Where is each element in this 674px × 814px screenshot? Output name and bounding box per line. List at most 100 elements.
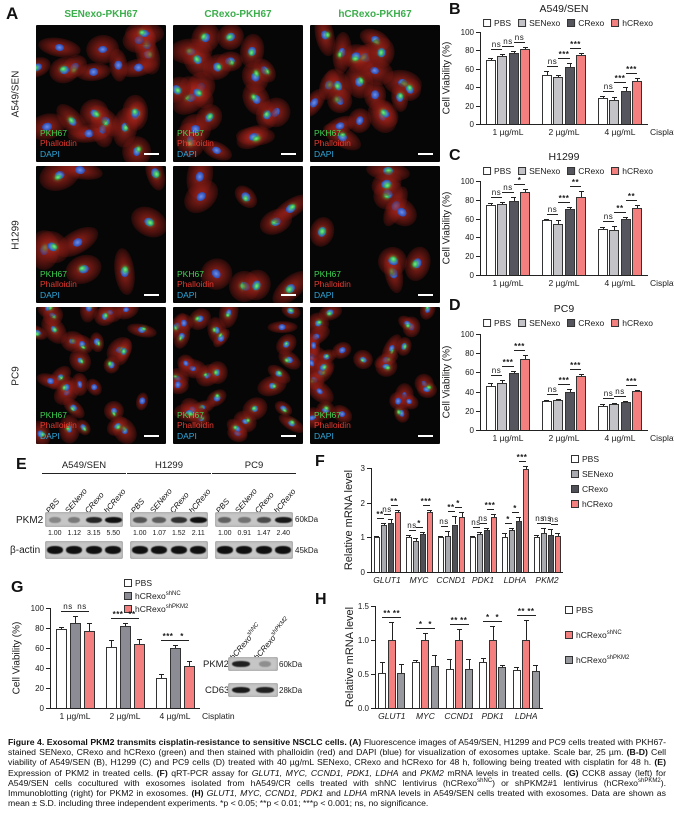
x-axis-suffix: Cisplatin <box>650 433 674 443</box>
legend-item: hCRexo shPKM2 <box>565 655 629 665</box>
sig-line <box>550 524 558 526</box>
legend-item: SENexo <box>518 18 560 28</box>
error-bar-line <box>468 659 470 670</box>
stain-label: PKH67 <box>314 268 341 279</box>
legend-label: hCRexo shNC <box>135 591 181 601</box>
stain-label: Phalloidin <box>314 420 351 430</box>
sig-label: *** <box>558 375 570 385</box>
error-bar-cap <box>456 629 462 631</box>
x-tick-label: 2 µg/mL <box>109 711 141 721</box>
y-tick-mark <box>476 334 480 335</box>
x-tick-label: 4 µg/mL <box>604 127 636 137</box>
error-bar-cap <box>555 75 561 77</box>
blot-group-title: H1299 <box>155 460 183 471</box>
y-tick-label: 2 <box>360 498 365 508</box>
sig-label: ** <box>527 606 535 616</box>
sig-label: ** <box>627 192 636 202</box>
sig-line <box>558 58 570 60</box>
bar <box>553 77 564 124</box>
caption-run: (G) <box>565 767 582 778</box>
error-bar-cap <box>452 515 457 517</box>
stain-label: PKH67 <box>314 409 341 420</box>
cell-blob <box>93 307 116 327</box>
bar <box>387 640 396 708</box>
pkm2-band <box>152 516 167 523</box>
x-axis-line <box>480 430 648 431</box>
pkm2-quant-value: 2.11 <box>191 530 205 537</box>
caption-run: CCK8 assay (left) for A549/SEN cells coc… <box>8 767 666 788</box>
pkm2-quant-value: 1.12 <box>67 530 82 537</box>
legend-swatch <box>567 167 576 175</box>
y-tick-mark <box>46 668 50 669</box>
legend-swatch <box>518 319 527 327</box>
error-bar-line <box>447 531 449 536</box>
actin-band <box>255 546 272 554</box>
bar <box>597 228 608 275</box>
sig-label: *** <box>614 74 626 84</box>
error-bar-line <box>614 97 616 101</box>
exosome-band <box>232 661 250 667</box>
blot-group-title-rule <box>127 473 211 474</box>
sig-label: ns <box>547 204 558 214</box>
y-tick-label: 40 <box>465 83 474 93</box>
micrograph-column-header: CRexo-PKH67 <box>204 9 272 20</box>
panel-f-letter: F <box>315 453 325 470</box>
error-bar-line <box>550 529 552 535</box>
micrograph-row-label: H1299 <box>10 219 22 250</box>
y-tick-label: 1.5 <box>357 602 369 611</box>
error-bar-line <box>490 382 492 386</box>
cell-blob <box>122 94 149 132</box>
legend-swatch <box>518 19 527 27</box>
pkm2-band <box>189 516 207 523</box>
error-bar-cap <box>499 380 505 382</box>
sig-label: *** <box>420 496 432 506</box>
actin-band <box>170 546 187 554</box>
stain-labels: PKH67 Phalloidin DAPI <box>314 410 351 442</box>
error-bar-line <box>449 659 451 669</box>
error-bar-line <box>493 513 495 517</box>
error-bar-cap <box>389 621 395 623</box>
sig-label: ** <box>390 496 398 506</box>
error-bar-line <box>75 616 76 623</box>
sig-label: *** <box>162 632 174 641</box>
y-tick-label: 0 <box>39 704 44 713</box>
chart-g-cck8-viability: PBS hCRexo shNC hCRexo shPKM2 Cell Viability … <box>8 578 344 736</box>
x-tick-label: GLUT1 <box>378 711 406 721</box>
sig-label: ns <box>535 513 545 523</box>
caption-run: Cell viability of A549/SEN (B), H1299 (C… <box>8 747 667 768</box>
sig-line <box>61 611 75 612</box>
legend-label: SENexo <box>529 318 561 328</box>
sig-line <box>415 527 423 529</box>
sig-line <box>161 640 175 641</box>
x-tick-label: 1 µg/mL <box>492 127 524 137</box>
legend-label: hCRexo <box>622 166 653 176</box>
error-bar-line <box>161 674 162 678</box>
scale-bar <box>144 435 159 437</box>
legend-item: PBS <box>483 318 511 328</box>
y-tick-mark <box>476 218 480 220</box>
error-bar-cap <box>432 654 438 656</box>
legend-item: PBS <box>483 18 511 28</box>
error-bar-line <box>546 70 548 76</box>
micrograph-tile: PKH67 Phalloidin DAPI <box>310 25 440 162</box>
caption-run: Figure 4. Exosomal PKM2 transmits cispla… <box>8 737 350 747</box>
legend-item: hCRexo <box>571 499 613 509</box>
y-tick-mark <box>476 50 480 52</box>
pkm2-quant-value: 5.50 <box>106 530 121 537</box>
x-tick-label: LDHA <box>514 711 538 721</box>
exosome-blot-box <box>228 657 278 671</box>
sig-line <box>454 507 462 509</box>
bar <box>576 55 587 124</box>
bar <box>69 623 81 708</box>
sig-line <box>504 522 512 524</box>
chart-legend: PBS SENexo CRexo hCRexo <box>483 18 653 28</box>
error-bar-cap <box>158 674 164 675</box>
error-bar-cap <box>578 191 584 193</box>
bar <box>483 529 490 572</box>
sig-line <box>425 628 435 630</box>
sig-label: * <box>486 613 490 623</box>
y-tick-label: 60 <box>465 368 474 378</box>
y-tick-mark <box>476 410 480 412</box>
error-bar-cap <box>516 517 521 519</box>
error-bar-cap <box>600 227 606 229</box>
